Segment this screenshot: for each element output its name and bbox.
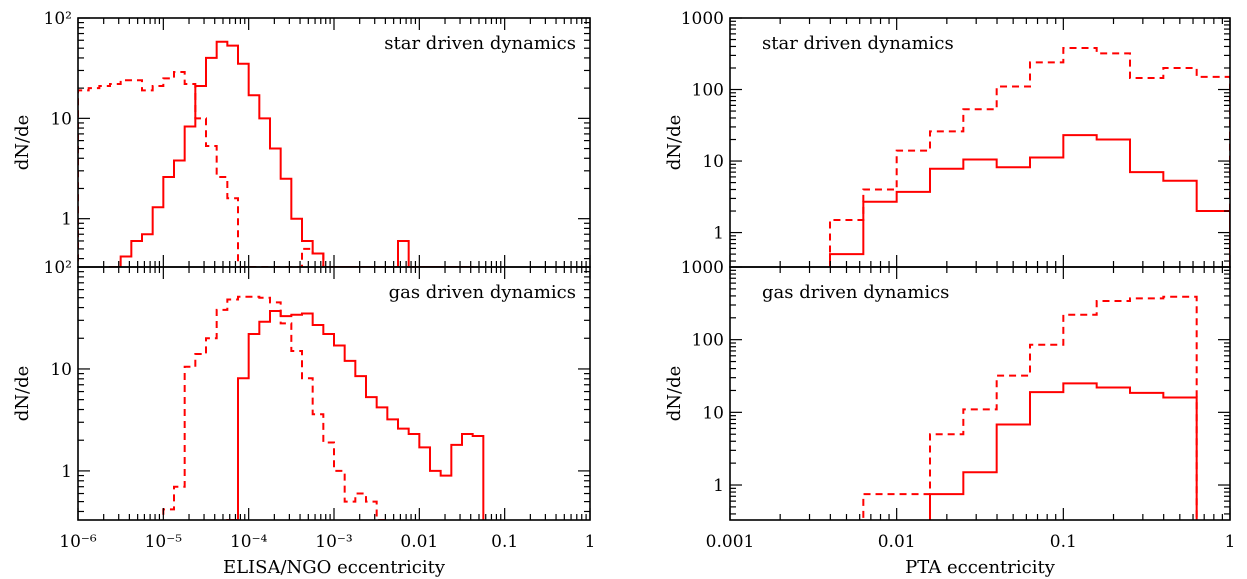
panel-annotation: star driven dynamics [384,33,576,54]
panel-right-bottom: 1 10 100 1000 0.001 0.01 0.1 1 gas driven dynami… [664,258,1235,578]
x-tick-label: 0.01 [878,532,916,552]
x-tick-label: 10⁻³ [315,532,352,552]
x-tick-label: 1 [585,532,596,552]
series-dashed-left-top [78,70,421,267]
y-axis-label: dN/de [12,115,33,171]
y-tick-label: 1000 [681,9,724,29]
y-tick-label: 10 [50,109,72,129]
y-axis-label: dN/de [664,366,685,422]
panel-annotation: gas driven dynamics [762,282,949,303]
axes-frame [729,266,1231,521]
y-tick-label: 10 [702,152,724,172]
x-tick-label: 0.01 [400,532,438,552]
x-tick-label: 10⁻⁵ [145,532,183,552]
y-tick-label: 10² [44,9,72,29]
y-tick-label: 10 [702,403,724,423]
x-tick-label: 10⁻⁶ [59,532,97,552]
x-tick-label: 0.1 [491,532,518,552]
panel-left-bottom: 1 10 10² 10⁻⁶ 10⁻⁵ 10⁻⁴ 10⁻³ 0.01 0.1 1 gas driven… [12,258,595,578]
panel-right-top: 1 10 100 1000 star driven dynamics dN/de [664,9,1231,268]
axes-frame [77,266,591,521]
panel-left-top: 1 10 10² star driven dynamics dN/de [12,9,591,268]
x-axis-label: ELISA/NGO eccentricity [223,557,446,578]
series-solid-right-bottom [929,382,1198,520]
series-dashed-right-top [829,47,1230,267]
series-solid-left-top [109,40,474,267]
y-tick-label: 100 [692,331,724,351]
x-tick-label: 0.1 [1050,532,1077,552]
series-solid-left-bottom [226,310,485,520]
x-tick-label: 1 [1225,532,1236,552]
y-axis-label: dN/de [12,366,33,422]
y-axis-label: dN/de [664,115,685,171]
y-tick-label: 1000 [681,258,724,278]
x-axis-label: PTA eccentricity [905,557,1056,578]
y-tick-label: 1 [713,476,724,496]
panel-annotation: gas driven dynamics [389,282,576,303]
series-dashed-left-bottom [162,295,389,520]
y-tick-label: 100 [692,81,724,101]
y-tick-label: 10² [44,258,72,278]
axes-frame [77,17,591,268]
y-tick-label: 1 [61,210,72,230]
x-tick-label: 0.001 [706,532,755,552]
y-tick-label: 10 [50,360,72,380]
y-tick-label: 1 [713,224,724,244]
y-tick-label: 1 [61,462,72,482]
panel-annotation: star driven dynamics [762,33,954,54]
series-dashed-right-bottom [862,295,1198,520]
x-tick-label: 10⁻⁴ [230,532,268,552]
series-solid-right-top [829,134,1230,267]
axes-frame [729,17,1231,268]
